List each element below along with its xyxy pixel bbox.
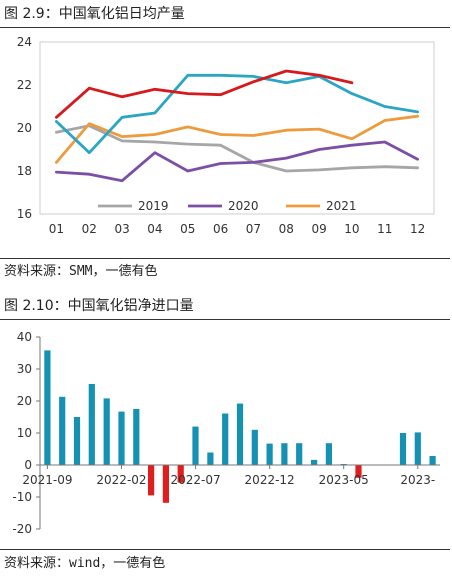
y-tick-label: 10 [17, 426, 32, 440]
figure-2-bottom-rule [0, 549, 450, 550]
x-tick-label: 12 [410, 222, 425, 236]
x-tick-label: 2022-12 [245, 473, 295, 487]
bar [207, 452, 214, 465]
x-tick-label: 02 [82, 222, 97, 236]
figure-1-title: 图 2.9：中国氧化铝日均产量 [4, 6, 185, 22]
y-tick-label: 16 [17, 207, 32, 221]
series-line-0 [55, 124, 419, 173]
legend-label: 2021 [326, 199, 357, 213]
legend-label: 2020 [228, 199, 259, 213]
y-tick-label: 18 [17, 164, 32, 178]
x-tick-label: 08 [279, 222, 294, 236]
figure-1-title-rule [0, 27, 450, 28]
series-line-2 [55, 114, 419, 164]
bar [118, 411, 125, 465]
bar [177, 465, 184, 483]
series-line-3 [55, 73, 419, 155]
y-tick-label: -20 [12, 522, 32, 536]
x-tick-label: 2022-07 [170, 473, 220, 487]
x-tick-label: 11 [377, 222, 392, 236]
bar [399, 433, 407, 465]
x-tick-label: 07 [246, 222, 261, 236]
figure-2-title-rule [0, 319, 450, 320]
y-tick-label: 24 [17, 35, 32, 49]
series-line-4 [55, 69, 354, 119]
y-tick-label: 20 [17, 394, 32, 408]
bar [73, 417, 81, 465]
x-tick-label: 2023-05 [319, 473, 369, 487]
x-tick-label: 2022-02 [96, 473, 146, 487]
y-tick-label: 30 [17, 362, 32, 376]
figure-1-bottom-rule [0, 258, 450, 259]
y-tick-label: 40 [17, 330, 32, 344]
y-tick-label: 0 [24, 458, 32, 472]
series-line-1 [55, 140, 419, 183]
bar-chart: -20 -10 0 10 20 30 40 2021-09 2022-02 2022-07 2022… [12, 330, 440, 536]
x-tick-label: 05 [180, 222, 195, 236]
y-tick-label: 20 [17, 121, 32, 135]
bar [44, 350, 51, 465]
x-tick-label: 09 [311, 222, 326, 236]
bar [88, 384, 95, 465]
bar [133, 409, 140, 465]
bar [281, 443, 288, 465]
x-tick-label: 2023- [400, 473, 435, 487]
bar [148, 465, 155, 496]
bar [414, 432, 421, 465]
bar [222, 413, 229, 465]
bar [296, 443, 303, 465]
x-tick-label: 2021-09 [22, 473, 72, 487]
y-tick-label: -10 [12, 490, 32, 504]
bar [192, 426, 199, 465]
plot-frame [39, 41, 435, 215]
x-tick-label: 10 [344, 222, 359, 236]
x-tick-label: 04 [147, 222, 162, 236]
bar [311, 459, 318, 465]
figure-2-source: 资料来源：wind，一德有色 [4, 556, 166, 571]
x-tick-label: 03 [114, 222, 129, 236]
figure-2-title: 图 2.10：中国氧化铝净进口量 [4, 298, 194, 314]
bar [59, 396, 66, 465]
bar [266, 443, 273, 465]
x-tick-label: 01 [49, 222, 64, 236]
line-chart: 16 18 20 22 24 01 02 03 04 05 06 07 08 09 10 11 12 2019 20… [17, 35, 435, 236]
y-tick-label: 22 [17, 78, 32, 92]
x-tick-label: 06 [213, 222, 228, 236]
figure-1-source: 资料来源：SMM，一德有色 [4, 264, 158, 279]
bar [325, 443, 332, 465]
bar [162, 465, 169, 503]
legend-label: 2019 [138, 199, 169, 213]
bar [429, 456, 436, 465]
bar [236, 403, 244, 465]
bar [103, 398, 110, 465]
bar [251, 429, 258, 465]
bar [355, 465, 362, 478]
